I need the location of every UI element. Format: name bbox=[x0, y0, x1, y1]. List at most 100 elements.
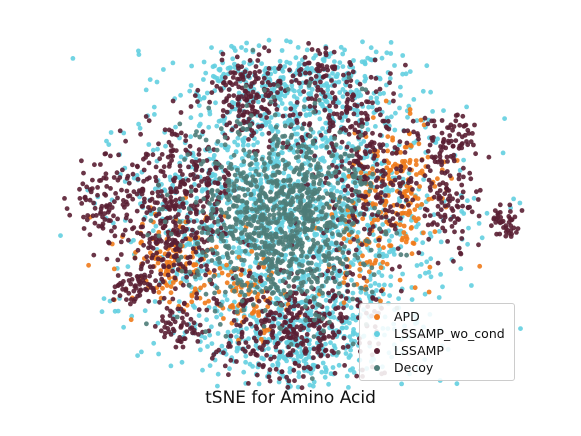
point-lssamp-wo-cond bbox=[255, 320, 260, 325]
point-lssamp-wo-cond bbox=[438, 239, 444, 245]
point-lssamp bbox=[315, 84, 321, 90]
point-lssamp bbox=[286, 378, 292, 384]
point-apd bbox=[398, 150, 403, 155]
point-decoy bbox=[277, 206, 282, 212]
point-lssamp-wo-cond bbox=[354, 87, 359, 93]
point-lssamp bbox=[407, 167, 413, 172]
point-lssamp bbox=[159, 238, 164, 244]
point-decoy bbox=[303, 144, 309, 150]
point-lssamp bbox=[120, 232, 126, 238]
point-lssamp bbox=[292, 378, 297, 384]
point-lssamp bbox=[454, 203, 460, 209]
point-lssamp bbox=[209, 281, 215, 287]
point-lssamp bbox=[280, 140, 286, 146]
point-lssamp-wo-cond bbox=[430, 109, 435, 114]
point-lssamp bbox=[349, 148, 354, 153]
point-lssamp-wo-cond bbox=[348, 347, 353, 353]
point-lssamp bbox=[438, 144, 443, 149]
point-lssamp bbox=[191, 219, 197, 225]
point-decoy bbox=[335, 350, 341, 355]
point-lssamp-wo-cond bbox=[435, 136, 440, 142]
point-lssamp bbox=[394, 166, 399, 172]
point-lssamp bbox=[196, 245, 202, 250]
point-apd bbox=[370, 115, 376, 120]
point-lssamp bbox=[80, 181, 86, 187]
point-lssamp bbox=[162, 197, 168, 203]
point-lssamp bbox=[194, 164, 200, 170]
point-lssamp bbox=[177, 168, 183, 174]
point-apd bbox=[373, 258, 379, 263]
point-lssamp bbox=[355, 158, 361, 164]
point-lssamp bbox=[196, 332, 201, 337]
point-lssamp bbox=[333, 104, 339, 109]
point-lssamp-wo-cond bbox=[295, 45, 301, 50]
point-decoy bbox=[216, 195, 222, 201]
point-apd bbox=[347, 239, 353, 245]
point-decoy bbox=[192, 274, 198, 280]
point-decoy bbox=[284, 293, 289, 299]
point-decoy bbox=[346, 168, 352, 173]
point-decoy bbox=[239, 257, 244, 263]
point-lssamp bbox=[173, 286, 178, 292]
point-lssamp bbox=[374, 168, 380, 174]
point-lssamp bbox=[128, 297, 134, 302]
point-lssamp bbox=[327, 298, 333, 304]
point-lssamp-wo-cond bbox=[272, 65, 277, 71]
point-lssamp bbox=[332, 96, 338, 102]
point-lssamp bbox=[298, 327, 303, 333]
point-lssamp bbox=[259, 123, 265, 129]
point-lssamp-wo-cond bbox=[198, 347, 203, 353]
point-lssamp-wo-cond bbox=[424, 259, 430, 265]
point-lssamp-wo-cond bbox=[137, 125, 143, 131]
point-lssamp-wo-cond bbox=[323, 369, 329, 375]
point-decoy bbox=[253, 168, 259, 174]
point-lssamp-wo-cond bbox=[368, 95, 374, 101]
point-lssamp bbox=[184, 226, 189, 232]
point-lssamp bbox=[345, 118, 351, 123]
point-lssamp-wo-cond bbox=[210, 156, 216, 162]
point-lssamp bbox=[344, 108, 350, 114]
point-lssamp-wo-cond bbox=[142, 308, 148, 314]
point-lssamp-wo-cond bbox=[379, 273, 385, 278]
point-decoy bbox=[269, 220, 274, 226]
point-lssamp-wo-cond bbox=[225, 147, 230, 153]
point-lssamp bbox=[138, 266, 144, 272]
point-lssamp-wo-cond bbox=[217, 66, 223, 72]
point-lssamp-wo-cond bbox=[347, 367, 353, 373]
point-lssamp bbox=[115, 257, 121, 263]
point-lssamp bbox=[265, 298, 270, 304]
point-decoy bbox=[326, 165, 332, 170]
point-decoy bbox=[267, 212, 273, 218]
point-lssamp bbox=[171, 262, 177, 268]
point-lssamp bbox=[395, 246, 401, 252]
point-lssamp bbox=[105, 209, 111, 215]
point-lssamp bbox=[236, 66, 241, 71]
point-lssamp bbox=[215, 180, 221, 186]
point-decoy bbox=[272, 282, 278, 288]
point-lssamp bbox=[183, 133, 189, 139]
point-lssamp bbox=[296, 68, 302, 74]
point-decoy bbox=[357, 175, 363, 181]
point-lssamp bbox=[508, 223, 514, 229]
point-lssamp bbox=[294, 343, 300, 348]
point-decoy bbox=[272, 112, 278, 118]
point-lssamp bbox=[416, 136, 421, 142]
point-lssamp bbox=[460, 203, 465, 209]
point-lssamp bbox=[296, 363, 302, 369]
point-lssamp bbox=[204, 263, 209, 268]
point-lssamp-wo-cond bbox=[206, 124, 212, 130]
point-apd bbox=[403, 239, 409, 245]
point-lssamp-wo-cond bbox=[340, 51, 346, 57]
point-lssamp bbox=[339, 177, 345, 183]
point-lssamp bbox=[460, 113, 466, 119]
point-lssamp bbox=[199, 219, 205, 225]
point-decoy bbox=[336, 199, 342, 205]
point-lssamp-wo-cond bbox=[188, 115, 194, 121]
point-lssamp-wo-cond bbox=[363, 290, 369, 296]
point-decoy bbox=[249, 206, 255, 212]
point-lssamp bbox=[345, 97, 351, 102]
point-lssamp bbox=[177, 248, 182, 253]
point-lssamp-wo-cond bbox=[422, 291, 428, 297]
point-lssamp bbox=[454, 191, 459, 197]
point-lssamp-wo-cond bbox=[376, 269, 382, 275]
